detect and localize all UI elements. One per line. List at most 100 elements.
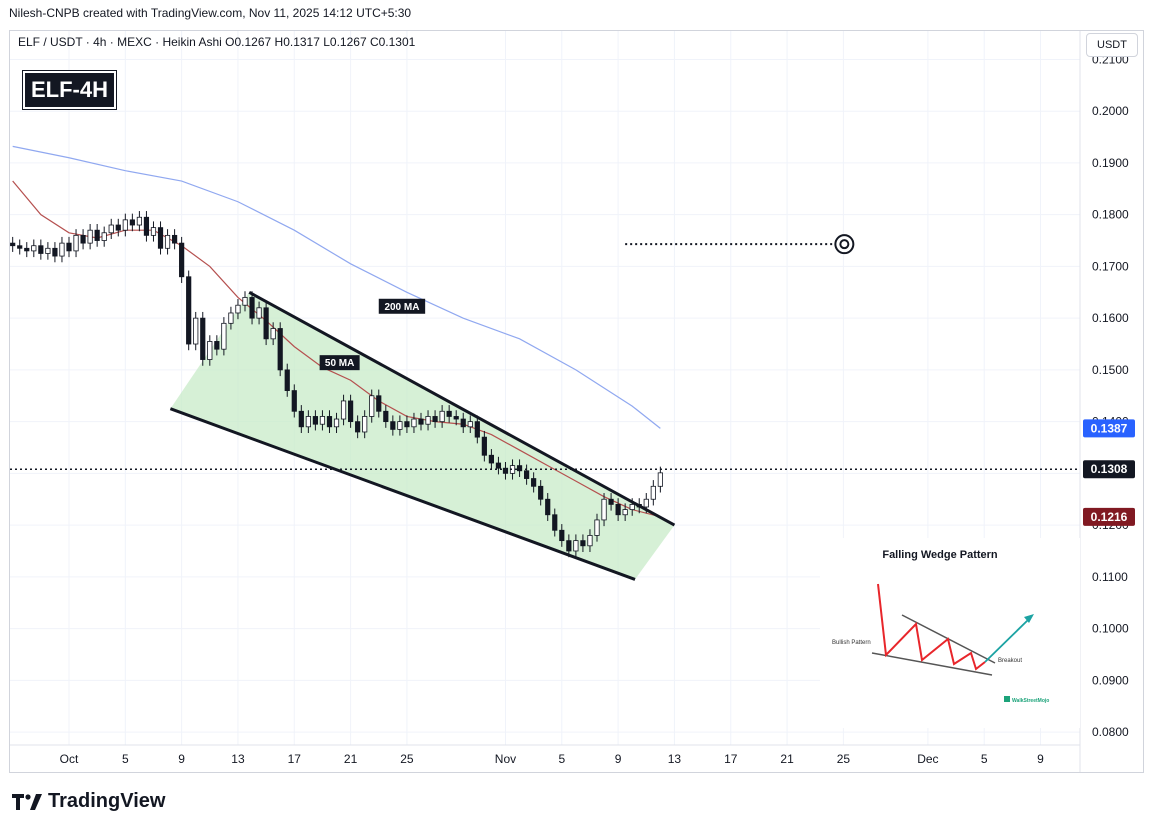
candle	[390, 415, 396, 436]
candle	[242, 291, 248, 312]
candle	[446, 405, 452, 423]
candle-body	[411, 418, 417, 428]
inset-title: Falling Wedge Pattern	[882, 549, 998, 561]
candle-body	[432, 416, 438, 423]
candle-body	[157, 227, 164, 249]
candle	[622, 503, 628, 521]
candle	[200, 311, 206, 366]
candle	[432, 410, 438, 428]
attribution-text: Nilesh-CNPB created with TradingView.com…	[9, 6, 412, 20]
wedge-lower-line[interactable]	[169, 407, 636, 581]
candle-body	[66, 242, 72, 252]
candle-body	[171, 234, 178, 244]
candle	[601, 493, 607, 527]
candle	[249, 291, 255, 325]
candle	[524, 464, 530, 485]
price-tag: 0.1308	[1083, 460, 1135, 479]
target-icon[interactable]	[834, 234, 855, 255]
target-icon-inner	[839, 239, 850, 250]
candle	[312, 410, 319, 431]
candle-body	[446, 410, 452, 417]
symbol-ohlc-line: ELF / USDT · 4h · MEXC · Heikin Ashi O0.…	[18, 35, 416, 49]
price-tag-text: 0.1216	[1091, 510, 1128, 524]
candle	[284, 363, 290, 397]
candle-body	[340, 400, 347, 420]
candle-body	[87, 229, 93, 244]
candle	[31, 239, 37, 258]
candle-body	[495, 462, 502, 469]
x-tick-label: 21	[780, 752, 794, 766]
candle-body	[17, 245, 23, 249]
candle	[122, 213, 128, 237]
candle-body	[319, 416, 326, 425]
candle	[369, 389, 375, 423]
y-tick-label: 0.0800	[1092, 725, 1129, 739]
candle-body	[214, 341, 220, 350]
candle-body	[524, 470, 530, 479]
candle	[467, 415, 473, 434]
tradingview-logo-icon	[12, 793, 42, 810]
candle-body	[270, 328, 276, 340]
ma-label: 200 MA	[378, 298, 426, 314]
wedge-upper-line[interactable]	[248, 290, 676, 527]
candle-body	[453, 416, 459, 420]
candle	[545, 493, 551, 521]
candle	[502, 461, 509, 480]
candle-body	[256, 307, 262, 319]
tradingview-brand: TradingView	[48, 790, 166, 812]
x-tick-label: 9	[615, 752, 622, 766]
candle	[439, 405, 445, 428]
overlays: 200 MA 50 MA	[10, 234, 1080, 581]
ma-label: 50 MA	[319, 355, 360, 371]
candle-body	[516, 465, 523, 472]
candle-body	[59, 242, 65, 257]
candle	[305, 410, 311, 434]
candle-body	[291, 390, 297, 412]
candle-body	[460, 418, 466, 428]
ma-label-text: 200 MA	[384, 302, 419, 313]
chart-frame	[9, 30, 1144, 773]
candle-body	[425, 416, 431, 425]
candle	[580, 534, 586, 553]
candle-body	[179, 242, 185, 278]
candle	[17, 239, 23, 255]
price-tag-bg	[1083, 460, 1135, 479]
inset-brand: WalkStreetMojo	[1012, 698, 1049, 704]
candle	[228, 306, 234, 330]
candle-body	[333, 418, 340, 428]
candles	[10, 211, 663, 558]
x-tick-label: 13	[231, 752, 245, 766]
candle	[164, 229, 171, 255]
candle-body	[601, 498, 607, 521]
candle-body	[150, 227, 157, 236]
candle	[650, 480, 656, 506]
candle-body	[10, 242, 16, 247]
candle	[347, 394, 354, 428]
x-tick-label: Dec	[917, 752, 938, 766]
x-tick-label: 5	[122, 752, 129, 766]
candle-body	[24, 247, 30, 252]
candle-body	[136, 216, 142, 226]
candle-body	[481, 436, 487, 456]
candle	[657, 466, 663, 493]
ma-label-bg	[319, 355, 360, 371]
candle-body	[101, 232, 107, 241]
currency-button[interactable]: USDT	[1086, 33, 1138, 57]
candle-body	[362, 416, 368, 433]
price-tag-text: 0.1387	[1091, 421, 1128, 435]
candle	[277, 322, 283, 377]
candle	[495, 456, 502, 475]
candle	[453, 410, 459, 426]
candle	[45, 242, 51, 260]
candle-body	[242, 297, 248, 306]
candle	[10, 236, 16, 252]
candle	[559, 524, 565, 547]
candle-body	[193, 317, 199, 345]
x-tick-label: 9	[178, 752, 185, 766]
candle-body	[115, 224, 121, 231]
candle	[418, 412, 424, 431]
x-tick-label: Oct	[60, 752, 79, 766]
candle	[80, 229, 86, 250]
candle	[460, 412, 466, 434]
